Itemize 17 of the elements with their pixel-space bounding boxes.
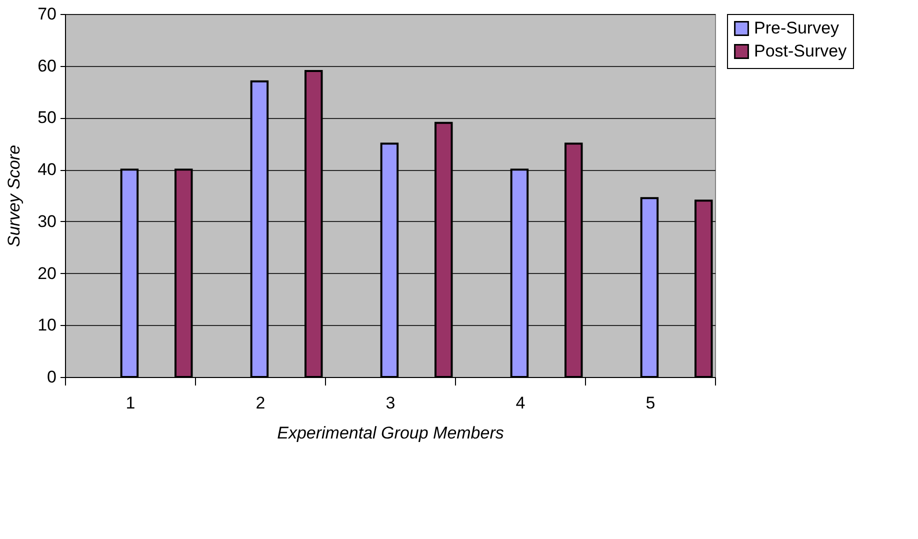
y-axis-title: Survey Score	[4, 144, 24, 248]
y-tick-label: 50	[38, 108, 56, 128]
y-tick-label: 70	[38, 4, 56, 24]
x-tick-label: 1	[126, 394, 136, 412]
x-tick-label: 2	[256, 394, 266, 412]
y-tick-label: 20	[38, 264, 56, 283]
x-tick-label: 4	[516, 394, 526, 412]
y-tick-label: 0	[47, 368, 56, 386]
y-tick-label: 40	[38, 160, 56, 180]
legend-label: Post-Survey	[754, 42, 848, 60]
x-tick-label: 5	[646, 394, 656, 412]
x-tick-label: 3	[386, 394, 396, 412]
y-tick-label: 60	[38, 56, 56, 76]
legend-label: Pre-Survey	[754, 18, 840, 38]
x-axis-title: Experimental Group Members	[277, 424, 504, 442]
y-tick-label: 10	[38, 316, 56, 335]
y-tick-label: 30	[38, 212, 56, 231]
